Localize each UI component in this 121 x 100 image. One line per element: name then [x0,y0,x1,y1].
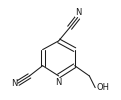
Text: N: N [56,78,62,87]
Text: N: N [75,8,82,17]
Text: OH: OH [97,83,110,92]
Text: N: N [11,79,17,88]
